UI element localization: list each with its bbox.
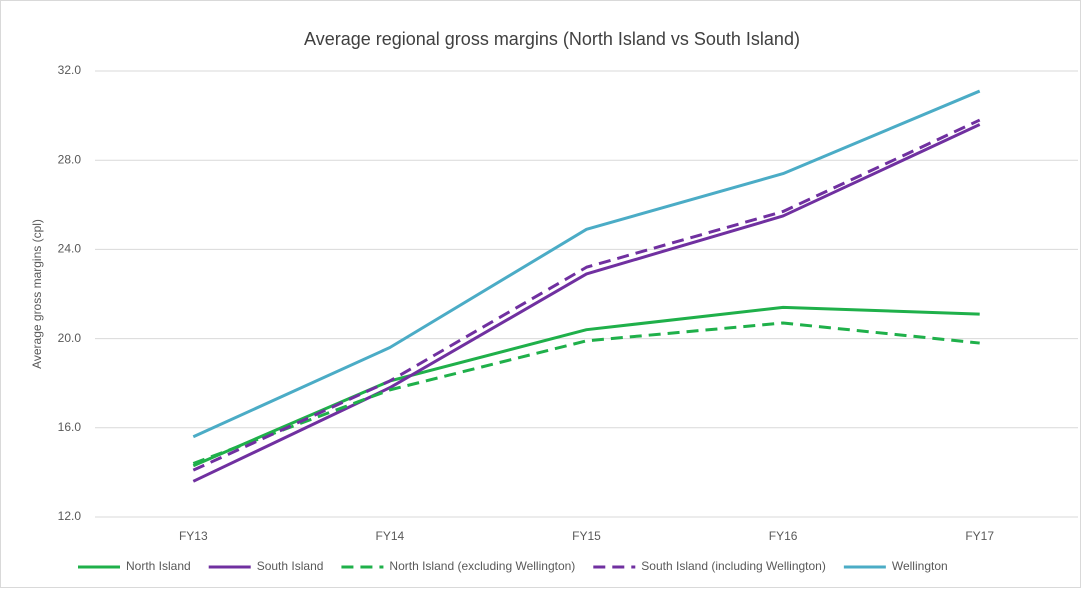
y-tick-label: 24.0 — [58, 242, 82, 256]
x-tick-label: FY15 — [572, 529, 601, 543]
y-axis-label: Average gross margins (cpl) — [30, 219, 44, 369]
x-tick-label: FY16 — [769, 529, 798, 543]
x-tick-label: FY17 — [965, 529, 994, 543]
y-tick-label: 20.0 — [58, 331, 82, 345]
legend-label: Wellington — [892, 559, 948, 573]
legend-label: North Island — [126, 559, 191, 573]
y-tick-label: 28.0 — [58, 152, 82, 166]
x-tick-label: FY13 — [179, 529, 208, 543]
line-series — [192, 321, 980, 465]
x-tick-label: FY14 — [376, 529, 405, 543]
y-tick-label: 16.0 — [58, 420, 82, 434]
line-series — [192, 89, 981, 439]
chart-title: Average regional gross margins (North Is… — [304, 29, 800, 49]
legend-label: South Island (including Wellington) — [641, 559, 826, 573]
line-series — [192, 123, 981, 483]
legend-label: North Island (excluding Wellington) — [389, 559, 575, 573]
line-series — [192, 118, 981, 472]
legend-label: South Island — [257, 559, 324, 573]
y-tick-label: 32.0 — [58, 63, 82, 77]
y-tick-label: 12.0 — [58, 509, 82, 523]
